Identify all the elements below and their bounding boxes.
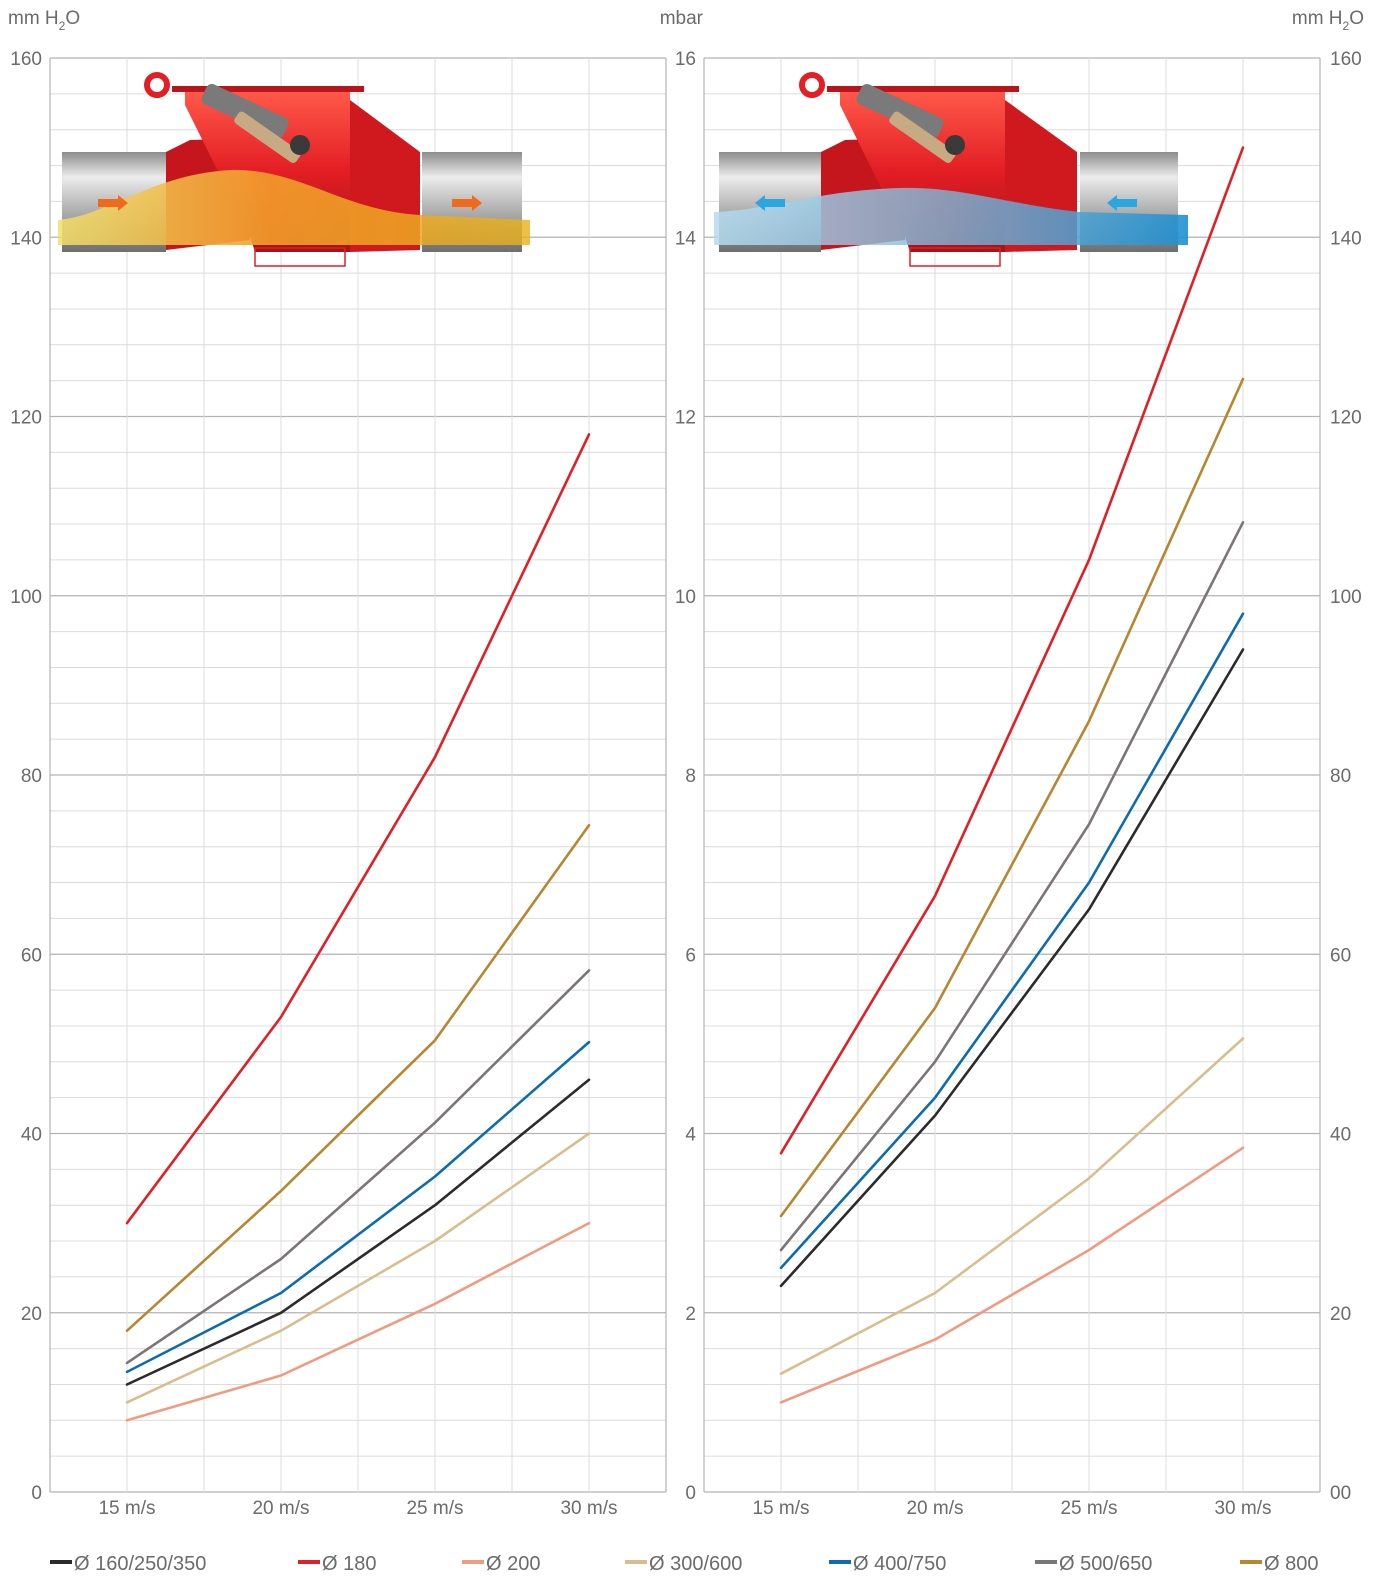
y2-tick-label: 120 <box>1330 408 1362 429</box>
x-tick-label: 25 m/s <box>406 1498 463 1519</box>
y-tick-label: 4 <box>685 1125 696 1146</box>
arrow-left-icon <box>755 195 785 211</box>
y-tick-label: 80 <box>21 766 42 787</box>
arrow-right-icon <box>452 195 482 211</box>
y2-tick-label: 20 <box>1330 1304 1351 1325</box>
series-line-5 <box>125 1040 591 1374</box>
series-line-4 <box>125 1132 591 1404</box>
legend-item: Ø 500/650 <box>1035 1553 1152 1575</box>
y-tick-label: 12 <box>675 408 696 429</box>
y-tick-label: 20 <box>21 1304 42 1325</box>
series-line-1 <box>125 1078 591 1386</box>
series-line-4 <box>779 1037 1245 1375</box>
series-line-6 <box>125 969 591 1365</box>
x-tick-label: 25 m/s <box>1060 1498 1117 1519</box>
right-axis-unit: mm H2O <box>1292 8 1364 33</box>
legend: Ø 160/250/350 Ø 180 Ø 200 Ø 300/600 Ø 400/75… <box>50 1553 1318 1575</box>
y2-tick-label: 140 <box>1330 228 1362 249</box>
series-line-1 <box>779 648 1245 1288</box>
arrow-left-icon <box>1107 195 1137 211</box>
y-tick-label: 6 <box>685 945 696 966</box>
damper-flow-illustration-reverse <box>714 72 1188 267</box>
series-line-7 <box>125 823 591 1332</box>
lifting-eye-icon <box>144 72 170 98</box>
actuator-icon <box>201 83 310 163</box>
y-tick-label: 140 <box>10 228 42 249</box>
x-tick-label: 30 m/s <box>560 1498 617 1519</box>
hatch-frame <box>254 247 346 267</box>
y-tick-label: 14 <box>675 228 697 249</box>
top-flange <box>172 86 364 92</box>
legend-label: Ø 500/650 <box>1059 1553 1152 1575</box>
y2-tick-label: 160 <box>1330 49 1362 70</box>
top-flange <box>827 86 1019 92</box>
series-line-2 <box>125 433 591 1225</box>
y-tick-label: 16 <box>675 49 696 70</box>
legend-label: Ø 300/600 <box>649 1553 742 1575</box>
legend-item: Ø 800 <box>1240 1553 1318 1575</box>
legend-label: Ø 800 <box>1264 1553 1318 1575</box>
actuator-icon <box>856 83 965 163</box>
series-layer <box>125 146 1245 1422</box>
y-tick-label: 8 <box>685 766 696 787</box>
y2-tick-label: 100 <box>1330 587 1362 608</box>
x-tick-label: 15 m/s <box>98 1498 155 1519</box>
legend-label: Ø 160/250/350 <box>74 1553 206 1575</box>
center-axis-unit: mbar <box>660 8 704 29</box>
y-tick-label: 100 <box>10 587 42 608</box>
y-tick-label: 0 <box>685 1483 696 1504</box>
legend-label: Ø 200 <box>486 1553 540 1575</box>
chart-panel-1: 0 20 40 60 80 100 120 140 160 15 m/s 20 m/s 25 m/s 3… <box>10 49 667 1519</box>
flow-stream <box>714 187 1188 245</box>
y2-tick-label: 00 <box>1330 1483 1351 1504</box>
x-tick-label: 15 m/s <box>752 1498 809 1519</box>
legend-label: Ø 180 <box>322 1553 376 1575</box>
y-tick-label: 2 <box>685 1304 696 1325</box>
y-tick-label: 60 <box>21 945 42 966</box>
y2-tick-label: 40 <box>1330 1125 1351 1146</box>
series-line-3 <box>779 1146 1245 1404</box>
y-tick-label: 120 <box>10 408 42 429</box>
flow-stream <box>58 169 530 245</box>
x-tick-label: 20 m/s <box>906 1498 963 1519</box>
legend-item: Ø 400/750 <box>829 1553 946 1575</box>
legend-label: Ø 400/750 <box>853 1553 946 1575</box>
y-tick-label: 160 <box>10 49 42 70</box>
series-line-5 <box>779 612 1245 1270</box>
damper-flow-illustration-forward <box>58 72 530 267</box>
y2-tick-label: 60 <box>1330 945 1351 966</box>
hatch-frame <box>909 247 1001 267</box>
legend-item: Ø 200 <box>462 1553 540 1575</box>
series-line-7 <box>779 377 1245 1218</box>
x-tick-label: 30 m/s <box>1214 1498 1271 1519</box>
lifting-eye-icon <box>799 72 825 98</box>
arrow-right-icon <box>98 195 128 211</box>
y2-tick-label: 80 <box>1330 766 1351 787</box>
x-tick-label: 20 m/s <box>252 1498 309 1519</box>
legend-item: Ø 300/600 <box>625 1553 742 1575</box>
chart-panel-2: 0 2 4 6 8 10 12 14 16 00 20 40 60 80 100 120 140 160 15 m/… <box>675 49 1362 1519</box>
series-line-6 <box>779 520 1245 1252</box>
legend-item: Ø 180 <box>298 1553 376 1575</box>
y-tick-label: 0 <box>31 1483 42 1504</box>
series-line-2 <box>779 146 1245 1155</box>
left-axis-unit: mm H2O <box>8 8 80 33</box>
series-line-3 <box>125 1221 591 1422</box>
legend-item: Ø 160/250/350 <box>50 1553 206 1575</box>
y-tick-label: 10 <box>675 587 696 608</box>
y-tick-label: 40 <box>21 1125 42 1146</box>
